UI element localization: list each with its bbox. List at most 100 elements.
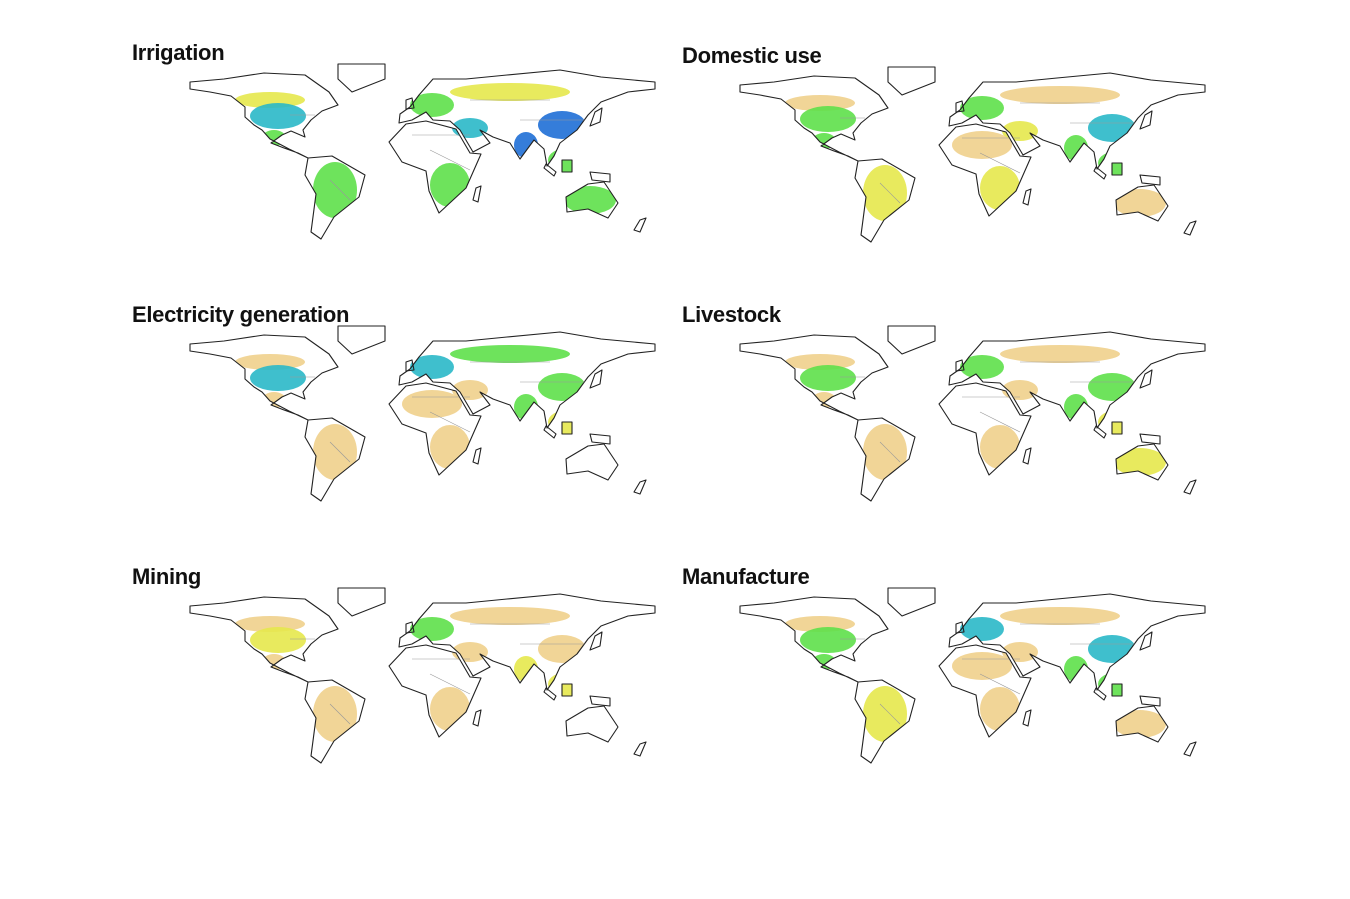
region-china bbox=[538, 635, 586, 663]
region-russia bbox=[1000, 345, 1120, 363]
landmass-madagascar bbox=[1022, 447, 1032, 465]
panel-title: Livestock bbox=[682, 302, 781, 327]
region-africa-south bbox=[430, 687, 470, 731]
landmass-sumatra bbox=[1093, 166, 1107, 180]
landmass-new-guinea bbox=[589, 433, 611, 445]
region-russia bbox=[450, 345, 570, 363]
panel-mining: Mining bbox=[132, 564, 672, 794]
region-europe bbox=[960, 96, 1004, 120]
region-china bbox=[1088, 373, 1136, 401]
region-russia bbox=[1000, 607, 1120, 625]
region-australia bbox=[1114, 448, 1166, 476]
region-south-america bbox=[863, 686, 907, 742]
region-india bbox=[514, 394, 538, 420]
country-border bbox=[979, 673, 1021, 695]
region-africa-north bbox=[952, 652, 1012, 680]
landmass-africa bbox=[388, 120, 482, 214]
world-map bbox=[739, 66, 1206, 243]
landmass-uk bbox=[955, 359, 965, 372]
region-south-america bbox=[313, 162, 357, 218]
panel-title: Electricity generation bbox=[132, 302, 350, 327]
world-map bbox=[739, 325, 1206, 502]
landmass-australia bbox=[1115, 443, 1169, 481]
landmass-south-america bbox=[854, 158, 916, 243]
country-border bbox=[429, 149, 471, 171]
region-africa-south bbox=[980, 166, 1020, 210]
landmass-sumatra bbox=[1093, 687, 1107, 701]
region-africa-south bbox=[430, 425, 470, 469]
landmass-eurasia bbox=[948, 72, 1206, 170]
region-europe bbox=[960, 355, 1004, 379]
region-africa-south bbox=[430, 163, 470, 207]
landmass-borneo bbox=[1111, 683, 1123, 697]
landmass-sumatra bbox=[543, 163, 557, 177]
region-india bbox=[1064, 135, 1088, 161]
country-border bbox=[329, 441, 351, 463]
landmass-madagascar bbox=[1022, 188, 1032, 206]
panel-electricity-generation: Electricity generation bbox=[132, 302, 672, 532]
landmass-eurasia bbox=[948, 593, 1206, 691]
landmass-north-america bbox=[189, 596, 339, 683]
region-africa-north bbox=[402, 390, 462, 418]
landmass-australia bbox=[565, 443, 619, 481]
landmass-new-guinea bbox=[589, 695, 611, 707]
landmass-north-america bbox=[739, 75, 889, 162]
landmass-borneo bbox=[561, 159, 573, 173]
landmass-north-america bbox=[739, 596, 889, 683]
region-usa bbox=[800, 365, 856, 391]
region-usa bbox=[800, 627, 856, 653]
landmass-eurasia bbox=[398, 331, 656, 429]
landmass-south-america bbox=[304, 155, 366, 240]
region-china bbox=[538, 373, 586, 401]
landmass-australia bbox=[1115, 184, 1169, 222]
region-china bbox=[1088, 114, 1136, 142]
landmass-sumatra bbox=[543, 687, 557, 701]
landmass-new-guinea bbox=[589, 171, 611, 183]
landmass-north-america bbox=[739, 334, 889, 421]
panel-livestock: Livestock bbox=[682, 302, 1222, 532]
region-south-america bbox=[863, 424, 907, 480]
landmass-japan bbox=[1139, 631, 1153, 651]
region-europe bbox=[410, 617, 454, 641]
region-china bbox=[538, 111, 586, 139]
landmass-new-zealand bbox=[633, 217, 647, 233]
landmass-south-america bbox=[304, 417, 366, 502]
country-border bbox=[429, 411, 471, 433]
world-map bbox=[189, 63, 656, 240]
panel-irrigation: Irrigation bbox=[132, 40, 672, 270]
landmass-sumatra bbox=[543, 425, 557, 439]
landmass-new-guinea bbox=[1139, 433, 1161, 445]
region-usa bbox=[800, 106, 856, 132]
landmass-new-zealand bbox=[633, 479, 647, 495]
landmass-sumatra bbox=[1093, 425, 1107, 439]
landmass-borneo bbox=[561, 683, 573, 697]
landmass-borneo bbox=[561, 421, 573, 435]
landmass-uk bbox=[405, 359, 415, 372]
landmass-new-zealand bbox=[633, 741, 647, 757]
panel-manufacture: Manufacture bbox=[682, 564, 1222, 794]
panel-domestic-use: Domestic use bbox=[682, 43, 1222, 273]
region-australia bbox=[1114, 710, 1166, 738]
panel-title: Irrigation bbox=[132, 40, 225, 65]
country-border bbox=[879, 703, 901, 725]
landmass-eurasia bbox=[398, 593, 656, 691]
country-border bbox=[329, 179, 351, 201]
landmass-south-america bbox=[854, 679, 916, 764]
world-map bbox=[189, 587, 656, 764]
region-africa-south bbox=[980, 687, 1020, 731]
landmass-australia bbox=[565, 181, 619, 219]
region-south-america bbox=[313, 424, 357, 480]
landmass-japan bbox=[1139, 369, 1153, 389]
landmass-greenland bbox=[887, 587, 936, 617]
landmass-madagascar bbox=[472, 185, 482, 203]
region-australia bbox=[564, 186, 616, 214]
landmass-africa bbox=[938, 123, 1032, 217]
region-russia bbox=[450, 83, 570, 101]
landmass-eurasia bbox=[398, 69, 656, 167]
region-india bbox=[1064, 656, 1088, 682]
landmass-new-guinea bbox=[1139, 174, 1161, 186]
panel-title: Domestic use bbox=[682, 43, 822, 68]
region-china bbox=[1088, 635, 1136, 663]
landmass-uk bbox=[955, 621, 965, 634]
country-border bbox=[879, 182, 901, 204]
